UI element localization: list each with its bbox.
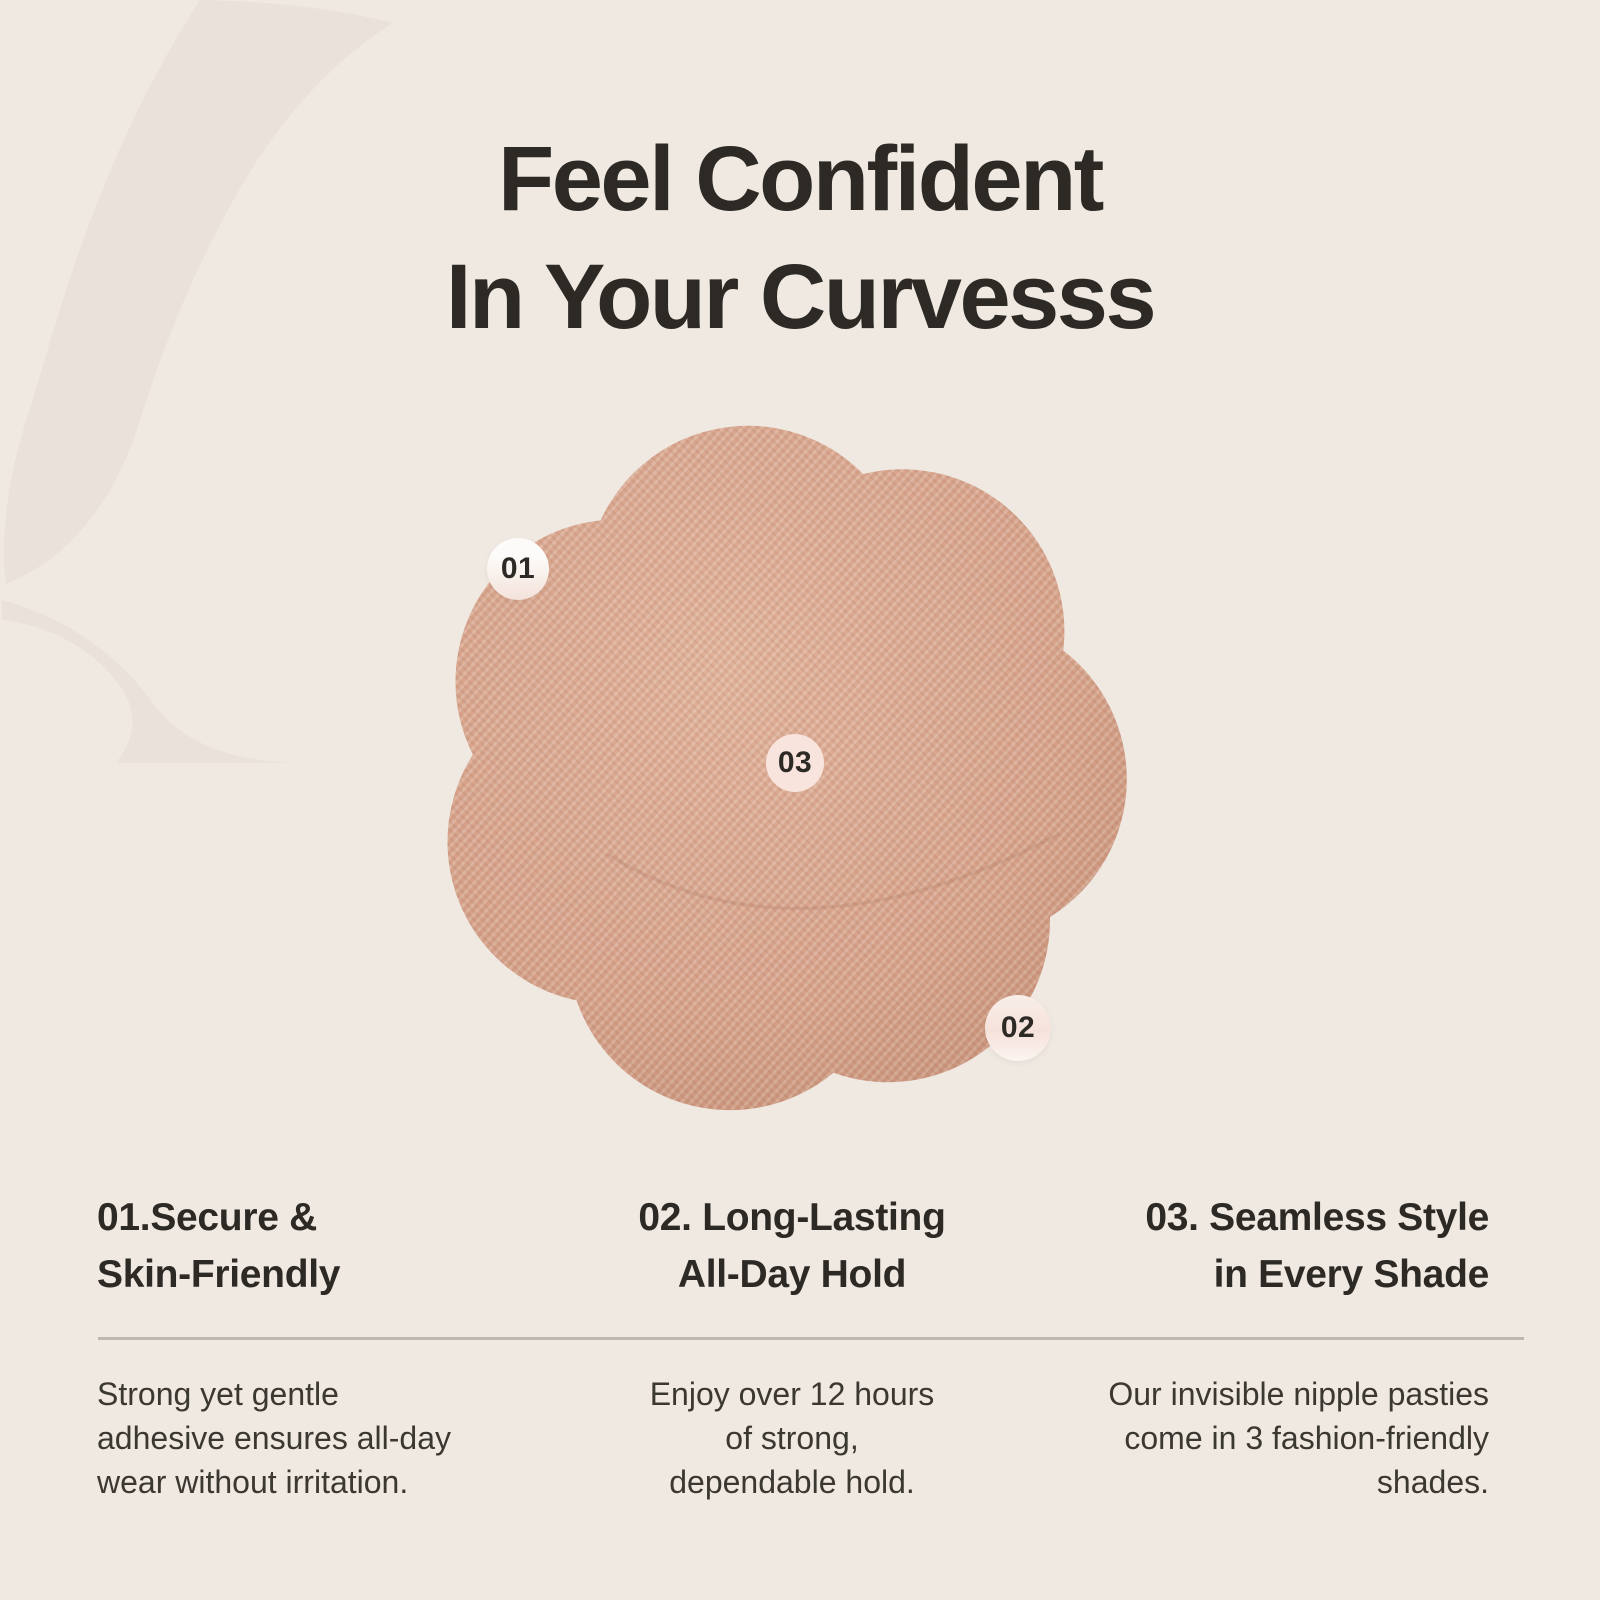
feature-3-body-line2: come in 3 fashion-friendly — [1124, 1420, 1489, 1456]
feature-column-3: 03. Seamless Style in Every Shade Our in… — [1029, 1189, 1489, 1500]
feature-3-body: Our invisible nipple pasties come in 3 f… — [1029, 1372, 1489, 1504]
feature-3-body-line1: Our invisible nipple pasties — [1108, 1376, 1489, 1412]
cup-seam-line — [606, 832, 1060, 911]
marker-01-label: 01 — [500, 552, 536, 585]
feature-column-2: 02. Long-Lasting All-Day Hold Enjoy over… — [562, 1189, 1022, 1500]
feature-divider — [98, 1337, 1524, 1340]
feature-3-heading: 03. Seamless Style in Every Shade — [1029, 1189, 1489, 1303]
feature-1-heading-line2: Skin-Friendly — [97, 1253, 341, 1296]
feature-1-heading: 01.Secure & Skin-Friendly — [97, 1189, 557, 1303]
feature-2-body-line3: dependable hold. — [669, 1464, 915, 1500]
feature-2-heading: 02. Long-Lasting All-Day Hold — [562, 1189, 1022, 1303]
marker-03: 03 — [766, 734, 824, 792]
marker-02: 02 — [985, 995, 1051, 1061]
feature-2-body-line1: Enjoy over 12 hours — [649, 1376, 935, 1412]
feature-2-body-line2: of strong, — [725, 1420, 859, 1456]
feature-3-heading-line2: in Every Shade — [1213, 1253, 1490, 1296]
marker-01: 01 — [487, 538, 549, 600]
page-title-line2: In Your Curvesss — [445, 246, 1157, 348]
feature-1-body: Strong yet gentle adhesive ensures all-d… — [97, 1372, 557, 1504]
marker-02-label: 02 — [1000, 1011, 1036, 1044]
page-title: Feel Confident In Your Curvesss — [0, 120, 1600, 356]
feature-2-heading-line2: All-Day Hold — [677, 1253, 907, 1296]
feature-1-body-line3: wear without irritation. — [97, 1464, 409, 1500]
feature-3-body-line3: shades. — [1376, 1464, 1489, 1500]
marker-03-label: 03 — [777, 746, 813, 779]
feature-1-heading-line1: 01.Secure & — [97, 1196, 317, 1239]
feature-2-heading-line1: 02. Long-Lasting — [638, 1196, 946, 1239]
decor-stem — [2, 600, 292, 763]
feature-1-body-line1: Strong yet gentle — [97, 1376, 339, 1412]
page-title-line1: Feel Confident — [498, 128, 1104, 230]
feature-column-1: 01.Secure & Skin-Friendly Strong yet gen… — [97, 1189, 557, 1500]
feature-3-heading-line1: 03. Seamless Style — [1145, 1196, 1489, 1239]
feature-1-body-line2: adhesive ensures all-day — [97, 1420, 451, 1456]
feature-2-body: Enjoy over 12 hours of strong, dependabl… — [562, 1372, 1022, 1504]
